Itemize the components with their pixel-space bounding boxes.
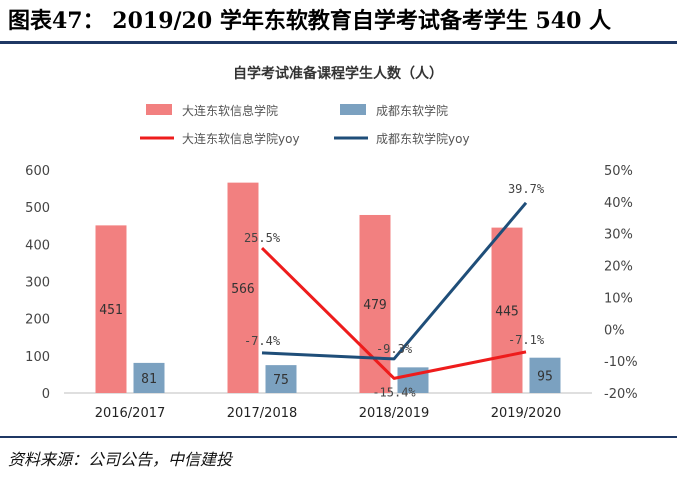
lines	[260, 201, 528, 380]
y-tick-label: 500	[25, 201, 50, 216]
bar	[133, 362, 165, 393]
bar-value-label: 95	[537, 369, 553, 384]
y2-tick-label: 30%	[604, 228, 633, 243]
bar	[95, 225, 127, 393]
bar-value-label: 81	[141, 372, 157, 387]
x-tick-label: 2018/2019	[359, 406, 430, 421]
y-tick-label: 0	[42, 387, 50, 402]
yoy-value-label: -9.3%	[376, 342, 413, 356]
bar-value-label: 451	[99, 303, 122, 318]
figure-title: 图表47： 2019/20 学年东软教育自学考试备考学生 540 人	[8, 8, 612, 34]
x-tick-label: 2016/2017	[95, 406, 166, 421]
chart: 自学考试准备课程学生人数（人） 大连东软信息学院 成都东软学院大连东软信息学院yo…	[25, 65, 637, 421]
y-tick-label: 600	[25, 164, 50, 179]
bar	[491, 227, 523, 393]
y2-tick-label: -20%	[604, 387, 638, 402]
bar	[529, 357, 561, 393]
y2-tick-label: -10%	[604, 355, 638, 370]
yoy-line	[260, 246, 527, 380]
yoy-line	[261, 201, 528, 361]
x-tick-label: 2017/2018	[227, 406, 298, 421]
yoy-value-label: -7.4%	[244, 334, 281, 348]
bottom-rule	[0, 436, 677, 438]
legend-swatch	[340, 104, 366, 115]
y2-tick-label: 10%	[604, 291, 633, 306]
y-tick-label: 100	[25, 350, 50, 365]
y-tick-label: 300	[25, 276, 50, 291]
chart-title: 自学考试准备课程学生人数（人）	[233, 65, 443, 82]
legend-label: 大连东软信息学院	[182, 103, 278, 118]
top-rule	[0, 41, 677, 44]
yoy-value-label: 25.5%	[244, 231, 281, 245]
bar-value-label: 75	[273, 373, 289, 388]
legend-label: 成都东软学院	[376, 103, 448, 118]
legend-label: 大连东软信息学院yoy	[182, 131, 300, 146]
y-tick-label: 200	[25, 313, 50, 328]
bar-value-label: 445	[495, 304, 518, 319]
bars	[95, 182, 561, 393]
yoy-value-label: 39.7%	[508, 182, 545, 196]
legend-swatch	[146, 104, 172, 115]
bar-value-label: 566	[231, 282, 254, 297]
y2-tick-label: 50%	[604, 164, 633, 179]
y-tick-label: 400	[25, 238, 50, 253]
y2-tick-label: 0%	[604, 323, 625, 338]
bar	[227, 182, 259, 393]
bar-value-label: 479	[363, 298, 386, 313]
bar	[359, 214, 391, 393]
yoy-value-label: -7.1%	[508, 333, 545, 347]
y2-tick-label: 20%	[604, 260, 633, 275]
data-labels: 451 566 479 445 81 75 95 25.5% -15.4% -7.1% -7.4% -…	[99, 182, 553, 400]
y2-tick-label: 40%	[604, 196, 633, 211]
source-note: 资料来源：公司公告，中信建投	[8, 450, 233, 469]
bar	[265, 365, 297, 393]
x-tick-label: 2019/2020	[491, 406, 562, 421]
legend-label: 成都东软学院yoy	[376, 131, 470, 146]
yoy-value-label: -15.4%	[372, 385, 416, 399]
axes: 0 100 200 300 400 500 600 -20% -10% 0% 10% 20% 30% 40…	[25, 164, 637, 421]
